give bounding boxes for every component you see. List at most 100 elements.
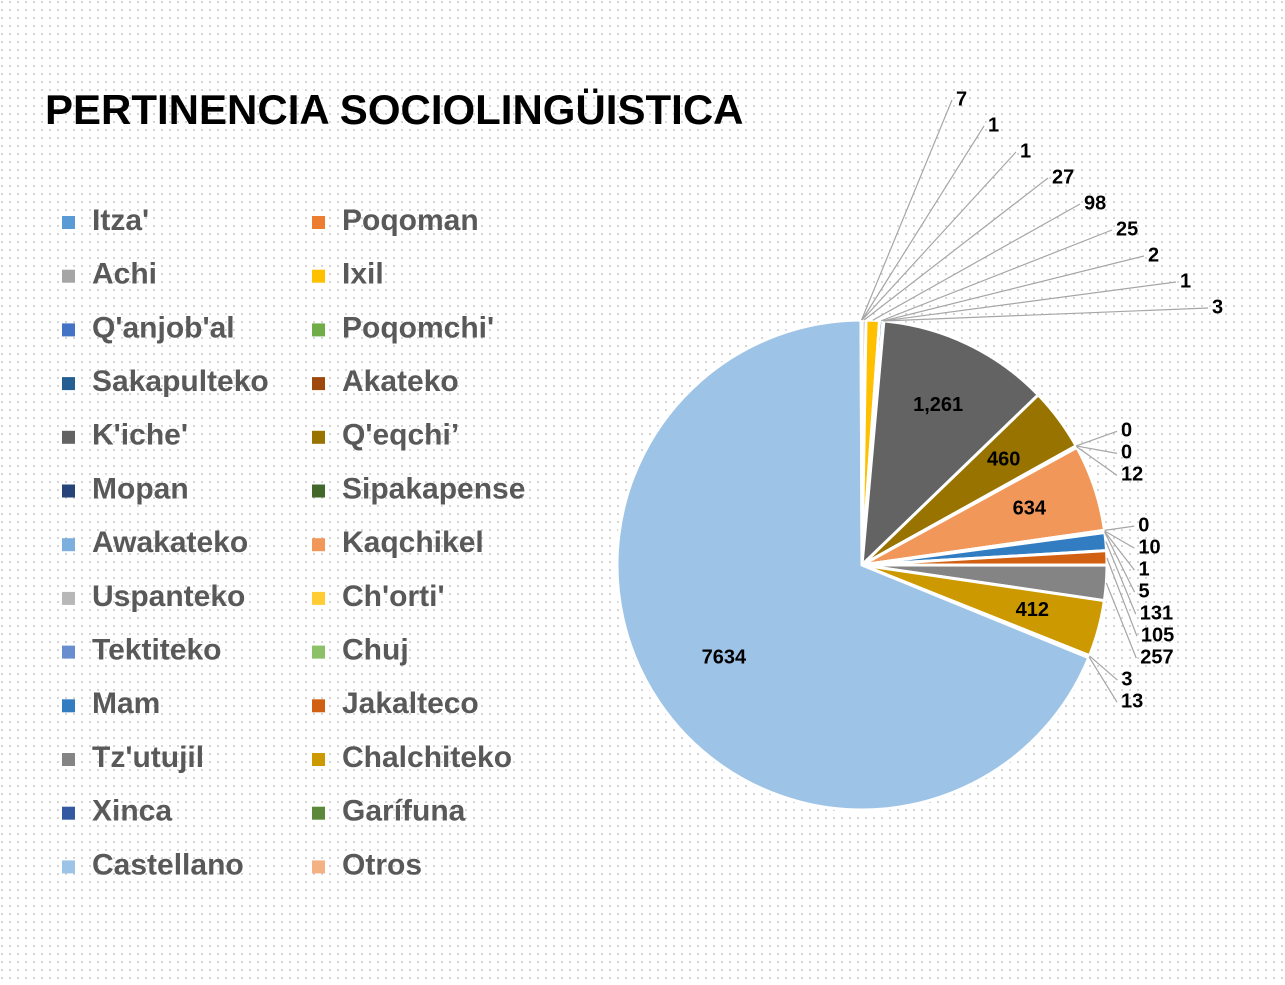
legend-label: Poqomchi': [342, 311, 494, 344]
data-label: 1: [1180, 270, 1191, 292]
leader-line: [860, 99, 953, 321]
leader-line: [1104, 525, 1135, 531]
data-label: 7634: [702, 646, 747, 668]
leader-line: [1104, 530, 1135, 549]
legend-swatch: [312, 216, 325, 229]
leader-line: [872, 203, 1081, 321]
leader-line: [1105, 541, 1137, 615]
legend-label: Mam: [92, 687, 160, 720]
pie-slice: [859, 318, 864, 566]
legend-swatch: [62, 753, 75, 766]
data-label: 131: [1140, 602, 1173, 624]
data-label: 27: [1052, 166, 1074, 188]
leader-line: [1088, 656, 1118, 703]
data-label: 2: [1148, 244, 1159, 266]
legend-label: Tektiteko: [92, 634, 221, 667]
legend-swatch: [62, 645, 75, 659]
data-label: 98: [1084, 192, 1106, 214]
legend-label: Itza': [92, 204, 149, 237]
data-label: 3: [1121, 668, 1132, 690]
leader-line: [881, 229, 1113, 322]
legend-label: Xinca: [92, 795, 172, 828]
legend-label: Poqoman: [342, 204, 479, 237]
data-label: 0: [1121, 442, 1132, 464]
leader-line: [1105, 582, 1137, 659]
legend-label: Chuj: [342, 634, 409, 667]
legend-swatch: [312, 806, 325, 820]
data-label: 0: [1138, 514, 1149, 536]
legend-swatch: [62, 323, 75, 337]
data-label: 13: [1121, 690, 1143, 712]
legend-swatch: [62, 377, 75, 391]
data-label: 105: [1141, 624, 1174, 646]
legend-label: Sipakapense: [342, 472, 525, 505]
legend-label: Kaqchikel: [342, 526, 484, 559]
data-label: 634: [1013, 498, 1047, 520]
legend-swatch: [62, 591, 75, 605]
leader-line: [1076, 445, 1118, 454]
data-label: 5: [1139, 580, 1150, 602]
leader-line: [861, 125, 985, 321]
legend-swatch: [312, 753, 325, 766]
legend-label: Chalchiteko: [342, 741, 512, 774]
legend-label: Q'anjob'al: [92, 311, 235, 344]
legend-swatch: [312, 484, 325, 498]
legend-label: Castellano: [92, 848, 244, 881]
legend-swatch: [62, 216, 75, 229]
data-label: 3: [1212, 296, 1223, 318]
leader-line: [863, 177, 1049, 321]
pie-slice: [615, 318, 1091, 812]
legend-label: Sakapulteko: [92, 365, 269, 398]
legend-label: Otros: [342, 848, 422, 881]
data-label: 460: [987, 448, 1020, 470]
leader-line: [883, 255, 1145, 322]
legend-label: Tz'utujil: [92, 741, 204, 774]
legend-label: Mopan: [92, 472, 189, 505]
legend-label: Achi: [92, 258, 157, 291]
data-label: 1,261: [913, 394, 963, 416]
legend-swatch: [312, 377, 325, 391]
data-label: 7: [956, 88, 967, 110]
legend-swatch: [62, 699, 75, 713]
pie-slice: [860, 319, 1041, 569]
legend-label: Uspanteko: [92, 580, 245, 613]
leader-line: [1104, 531, 1135, 571]
data-label: 25: [1116, 218, 1138, 240]
data-label: 1: [1020, 140, 1031, 162]
data-label: 257: [1140, 646, 1173, 668]
legend-swatch: [62, 269, 75, 283]
legend-label: Akateko: [342, 365, 459, 398]
legend-label: Q'eqchi’: [342, 419, 459, 452]
leader-line: [883, 307, 1209, 322]
chart-title: PERTINENCIA SOCIOLINGÜISTICA: [45, 86, 743, 133]
legend-swatch: [62, 806, 75, 820]
legend-swatch: [62, 860, 75, 874]
legend-swatch: [312, 538, 325, 552]
legend-swatch: [312, 323, 325, 337]
legend-label: Ch'orti': [342, 580, 445, 613]
legend-swatch: [62, 538, 75, 552]
plot: Itza' Poqoman Achi Ixil Q'anjob'al Poqomchi' S…: [62, 88, 1223, 881]
legend-swatch: [312, 430, 325, 444]
data-label: 1: [988, 114, 999, 136]
legend-label: K'iche': [92, 419, 188, 452]
legend-label: Garífuna: [342, 795, 466, 828]
legend-swatch: [312, 860, 325, 874]
legend-swatch: [62, 430, 75, 444]
leader-line: [861, 151, 1017, 321]
legend-swatch: [312, 699, 325, 713]
leader-line: [1089, 655, 1118, 681]
legend-swatch: [312, 645, 325, 659]
data-label: 412: [1016, 599, 1049, 621]
legend-swatch: [62, 484, 75, 498]
legend-swatch: [312, 269, 325, 283]
legend-label: Jakalteco: [342, 687, 479, 720]
data-label: 10: [1138, 536, 1160, 558]
leader-line: [1104, 531, 1136, 593]
leader-line: [1075, 430, 1118, 447]
legend-swatch: [312, 591, 325, 605]
leader-line: [1076, 446, 1118, 476]
leader-line: [1106, 557, 1138, 637]
legend-label: Ixil: [342, 258, 384, 291]
